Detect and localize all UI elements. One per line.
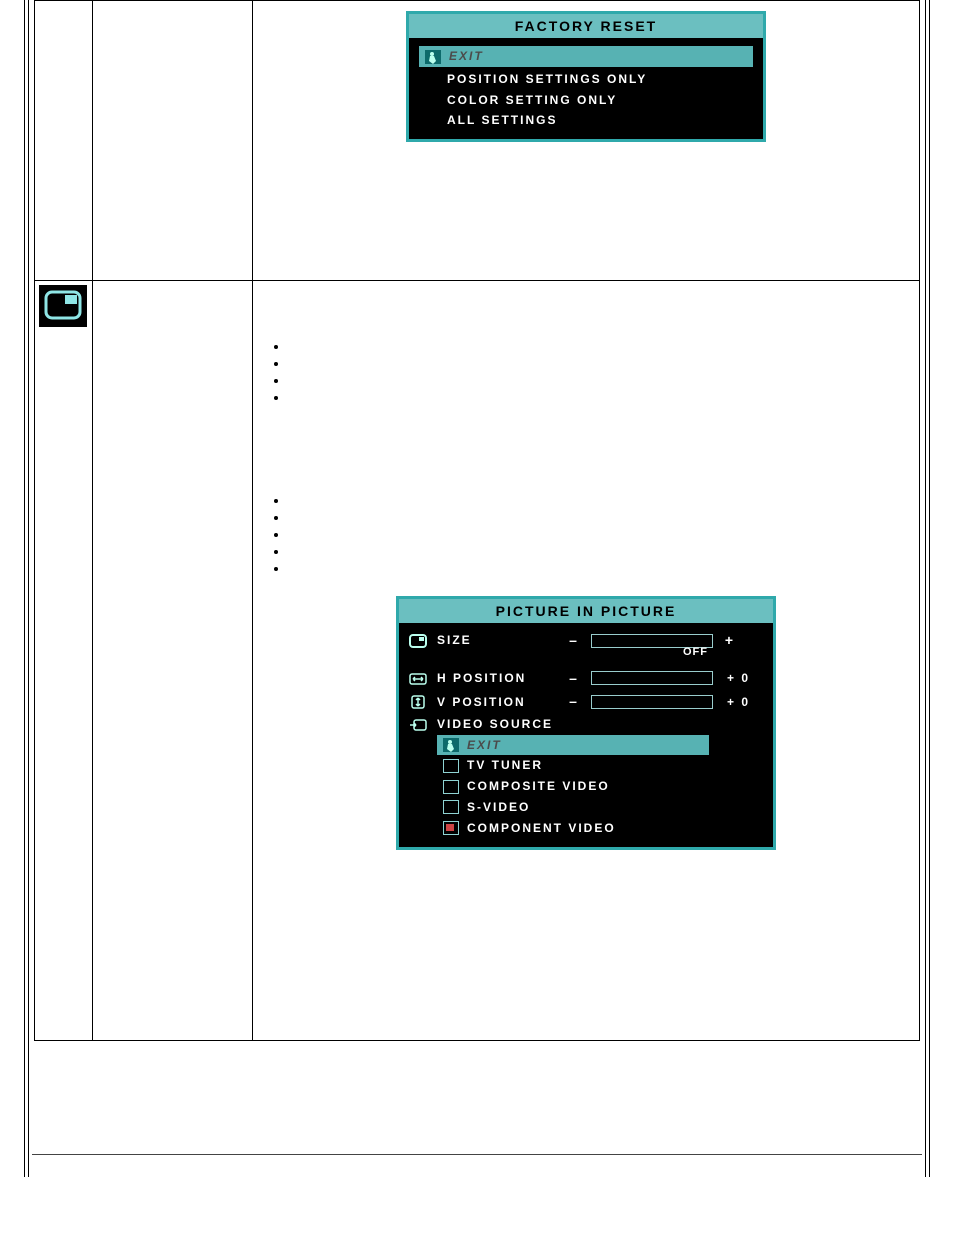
slider-bar[interactable] xyxy=(591,695,713,709)
page-rule-left-inner xyxy=(28,0,29,1177)
osd-row-label: V POSITION xyxy=(437,694,557,711)
list-item xyxy=(289,510,913,525)
decrease-icon[interactable]: – xyxy=(567,669,581,689)
decrease-icon[interactable]: – xyxy=(567,692,581,712)
osd-row-vposition[interactable]: V POSITION – + 0 xyxy=(409,690,763,714)
slider-bar[interactable] xyxy=(591,671,713,685)
increase-icon[interactable]: + xyxy=(723,631,737,651)
table-row: PICTURE IN PICTURE SIZE – OFF xyxy=(35,281,920,1041)
decrease-icon[interactable]: – xyxy=(567,631,581,651)
list-item xyxy=(289,373,913,388)
cell-label xyxy=(93,281,253,1041)
cell-icon xyxy=(35,1,93,281)
osd-item-label: EXIT xyxy=(449,48,484,65)
exit-icon xyxy=(425,48,441,65)
osd-picture-in-picture: PICTURE IN PICTURE SIZE – OFF xyxy=(396,596,776,850)
list-item xyxy=(289,527,913,542)
list-item xyxy=(289,561,913,576)
bullet-list xyxy=(289,339,913,405)
osd-row-label: VIDEO SOURCE xyxy=(437,716,557,733)
osd-item[interactable]: ALL SETTINGS xyxy=(419,110,753,131)
osd-subitem[interactable]: COMPOSITE VIDEO xyxy=(437,776,763,797)
cell-label xyxy=(93,1,253,281)
square-filled-icon xyxy=(443,821,459,835)
slider-value-label: + 0 xyxy=(727,694,750,711)
page: FACTORY RESET EXIT xyxy=(0,0,954,1235)
page-rule-right-outer xyxy=(929,0,930,1177)
osd-subitem-label: COMPOSITE VIDEO xyxy=(467,778,610,795)
osd-row-label: H POSITION xyxy=(437,670,557,687)
osd-title: FACTORY RESET xyxy=(409,14,763,38)
osd-subitem-label: TV TUNER xyxy=(467,757,543,774)
osd-item-highlight[interactable]: EXIT xyxy=(419,46,753,67)
osd-subitem-label: COMPONENT VIDEO xyxy=(467,820,616,837)
osd-item-label: COLOR SETTING ONLY xyxy=(447,93,617,107)
osd-item-label: ALL SETTINGS xyxy=(447,113,557,127)
v-position-icon xyxy=(409,694,427,711)
cell-desc: FACTORY RESET EXIT xyxy=(253,1,920,281)
list-item xyxy=(289,339,913,354)
osd-factory-reset: FACTORY RESET EXIT xyxy=(406,11,766,142)
osd-row-hposition[interactable]: H POSITION – + 0 xyxy=(409,667,763,691)
input-source-icon xyxy=(409,716,427,733)
h-position-icon xyxy=(409,670,427,687)
list-item xyxy=(289,493,913,508)
list-item xyxy=(289,544,913,559)
osd-subitem[interactable]: COMPONENT VIDEO xyxy=(437,818,763,839)
osd-title: PICTURE IN PICTURE xyxy=(399,599,773,623)
osd-subitem[interactable]: TV TUNER xyxy=(437,755,763,776)
table-row: FACTORY RESET EXIT xyxy=(35,1,920,281)
bullet-list xyxy=(289,493,913,576)
cell-icon xyxy=(35,281,93,1041)
osd-item[interactable]: COLOR SETTING ONLY xyxy=(419,90,753,111)
slider-bar[interactable]: OFF xyxy=(591,634,713,648)
exit-icon xyxy=(443,737,459,754)
pip-small-icon xyxy=(409,632,427,649)
osd-row-video-source[interactable]: VIDEO SOURCE xyxy=(409,714,763,735)
slider-value-label: OFF xyxy=(683,645,708,660)
osd-item-label: POSITION SETTINGS ONLY xyxy=(447,72,647,86)
osd-row-size[interactable]: SIZE – OFF + xyxy=(409,629,763,653)
osd-subitem-label: S-VIDEO xyxy=(467,799,530,816)
list-item xyxy=(289,356,913,371)
cell-desc: PICTURE IN PICTURE SIZE – OFF xyxy=(253,281,920,1041)
slider-value-label: + 0 xyxy=(727,670,750,687)
osd-subitem-label: EXIT xyxy=(467,737,502,754)
page-rule-right-inner xyxy=(925,0,926,1177)
osd-item[interactable]: POSITION SETTINGS ONLY xyxy=(419,69,753,90)
square-icon xyxy=(443,800,459,814)
pip-icon xyxy=(39,285,87,327)
square-icon xyxy=(443,759,459,773)
layout-table: FACTORY RESET EXIT xyxy=(34,0,920,1041)
square-icon xyxy=(443,780,459,794)
osd-subitem[interactable]: S-VIDEO xyxy=(437,797,763,818)
footer-rule xyxy=(32,1154,922,1155)
page-rule-left-outer xyxy=(24,0,25,1177)
osd-row-label: SIZE xyxy=(437,632,557,649)
list-item xyxy=(289,390,913,405)
osd-subitem-highlight[interactable]: EXIT xyxy=(437,735,709,756)
